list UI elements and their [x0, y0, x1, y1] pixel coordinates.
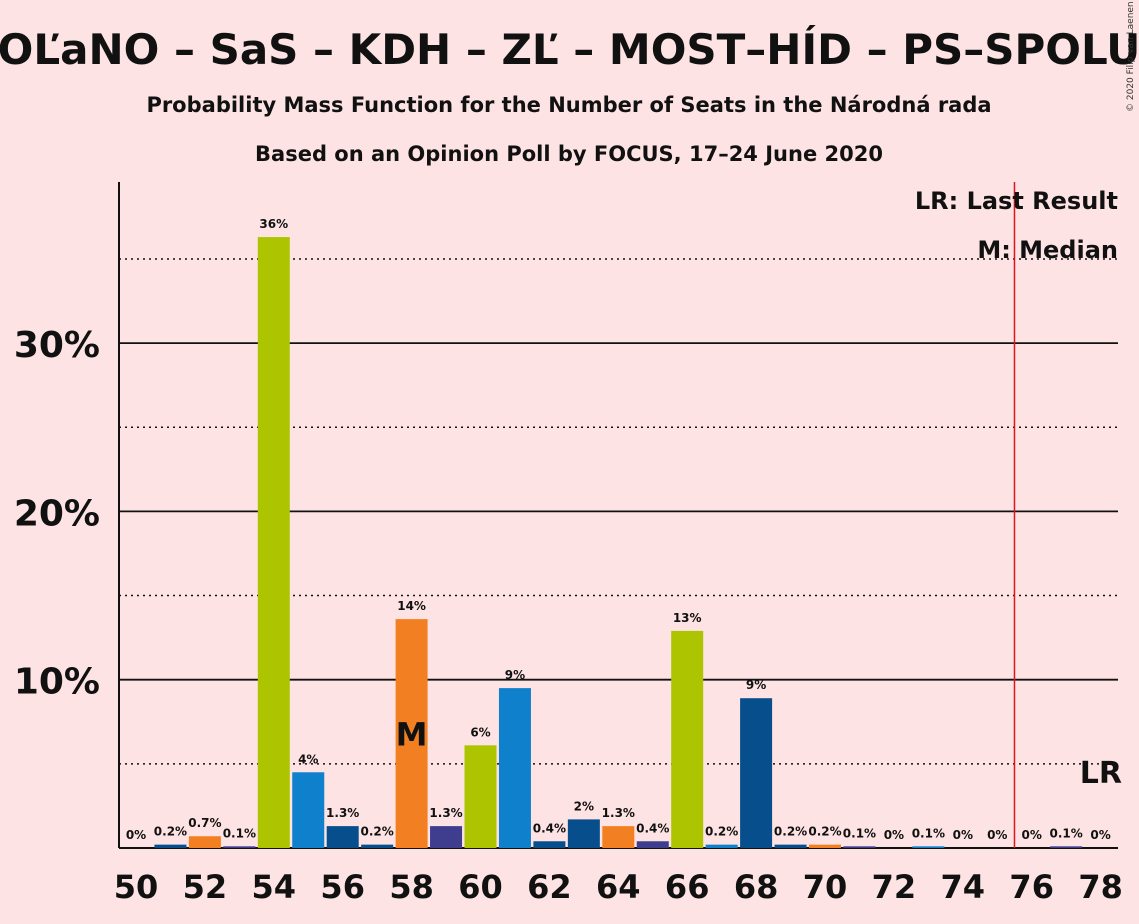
bar-label-seat-63: 2%: [574, 799, 594, 813]
bar-label-seat-64: 1.3%: [602, 806, 635, 820]
bars-group: [154, 237, 1083, 849]
chart-title: OĽaNO – SaS – KDH – ZĽ – MOST–HÍD – PS–S…: [0, 24, 1139, 74]
bar-seat-61: [498, 688, 531, 848]
bar-seat-66: [671, 630, 704, 848]
x-tick-label-6: 62: [527, 868, 572, 906]
x-tick-label-11: 72: [872, 868, 917, 906]
bar-seat-67: [705, 844, 738, 848]
bar-seat-73: [912, 846, 945, 848]
y-tick-label-0: 10%: [14, 662, 100, 703]
legend-last-result: LR: Last Result: [915, 187, 1118, 215]
bar-label-seat-77: 0.1%: [1050, 826, 1083, 840]
bar-seat-59: [430, 826, 463, 848]
bar-label-seat-51: 0.2%: [154, 825, 187, 839]
bar-label-seat-66: 13%: [673, 611, 702, 625]
chart-subtitle-source: Based on an Opinion Poll by FOCUS, 17–24…: [255, 142, 883, 166]
x-tick-label-5: 60: [458, 868, 503, 906]
x-tick-label-3: 56: [320, 868, 365, 906]
x-tick-label-4: 58: [389, 868, 434, 906]
bar-label-seat-59: 1.3%: [429, 806, 462, 820]
bar-label-seat-65: 0.4%: [636, 821, 669, 835]
x-tick-label-7: 64: [596, 868, 641, 906]
bar-label-seat-60: 6%: [470, 725, 490, 739]
bar-label-seat-54: 36%: [259, 217, 288, 231]
x-tick-label-12: 74: [941, 868, 986, 906]
bar-seat-54: [257, 237, 290, 849]
bar-label-seat-78: 0%: [1090, 828, 1110, 842]
median-marker: M: [396, 716, 428, 754]
bar-seat-65: [636, 841, 669, 848]
chart-subtitle: Probability Mass Function for the Number…: [146, 93, 991, 117]
x-tick-label-8: 66: [665, 868, 710, 906]
x-tick-label-13: 76: [1009, 868, 1054, 906]
bar-seat-63: [567, 819, 600, 848]
bar-seat-71: [843, 846, 876, 848]
x-tick-label-10: 70: [803, 868, 848, 906]
bar-seat-57: [361, 844, 394, 848]
x-tick-label-1: 52: [183, 868, 228, 906]
bar-label-seat-61: 9%: [505, 668, 525, 682]
bar-label-seat-72: 0%: [884, 828, 904, 842]
bar-label-seat-62: 0.4%: [533, 821, 566, 835]
bar-label-seat-76: 0%: [1022, 828, 1042, 842]
bar-label-seat-56: 1.3%: [326, 806, 359, 820]
bar-seat-69: [774, 844, 807, 848]
bar-label-seat-58: 14%: [397, 599, 426, 613]
bar-label-seat-52: 0.7%: [188, 816, 221, 830]
bar-label-seat-68: 9%: [746, 678, 766, 692]
x-tick-label-2: 54: [252, 868, 297, 906]
bar-seat-58: [395, 619, 428, 848]
bar-seat-62: [533, 841, 566, 848]
bar-labels-group: 0% 0.2%0.7%0.1%36%4%1.3%0.2%14%1.3%6%9%0.…: [126, 217, 1111, 842]
bar-label-seat-67: 0.2%: [705, 825, 738, 839]
last-result-marker: LR: [1080, 756, 1122, 791]
bar-seat-70: [809, 844, 841, 848]
bar-seat-64: [602, 826, 635, 848]
bar-seat-51: [154, 844, 187, 848]
bar-label-seat-57: 0.2%: [361, 825, 394, 839]
legend-median: M: Median: [977, 236, 1118, 264]
bar-label-seat-53: 0.1%: [223, 826, 256, 840]
bar-seat-60: [464, 745, 497, 848]
bar-seat-77: [1050, 846, 1083, 848]
bar-seat-52: [188, 836, 221, 848]
bar-seat-68: [740, 698, 773, 848]
x-tick-labels: 50 52 54 56 58 60 62 64 66 68 70 72 74 76 78: [114, 868, 1123, 906]
y-tick-label-2: 30%: [14, 325, 100, 366]
bar-label-seat-69: 0.2%: [774, 825, 807, 839]
bar-label-seat-50: 0%: [126, 828, 146, 842]
bar-label-seat-73: 0.1%: [912, 826, 945, 840]
bar-label-seat-75: 0%: [987, 828, 1007, 842]
bar-label-seat-74: 0%: [953, 828, 973, 842]
y-tick-labels: 10% 20% 30%: [14, 325, 100, 703]
bar-seat-55: [292, 772, 325, 848]
bar-label-seat-71: 0.1%: [843, 826, 876, 840]
x-tick-label-9: 68: [734, 868, 779, 906]
bar-label-seat-70: 0.2%: [808, 825, 841, 839]
bar-seat-53: [223, 846, 256, 848]
bar-seat-56: [326, 826, 359, 848]
x-tick-label-14: 78: [1078, 868, 1123, 906]
y-tick-label-1: 20%: [14, 493, 100, 534]
bar-label-seat-55: 4%: [298, 752, 318, 766]
x-tick-label-0: 50: [114, 868, 159, 906]
copyright-text: © 2020 Filip van Laenen: [1126, 1, 1136, 112]
